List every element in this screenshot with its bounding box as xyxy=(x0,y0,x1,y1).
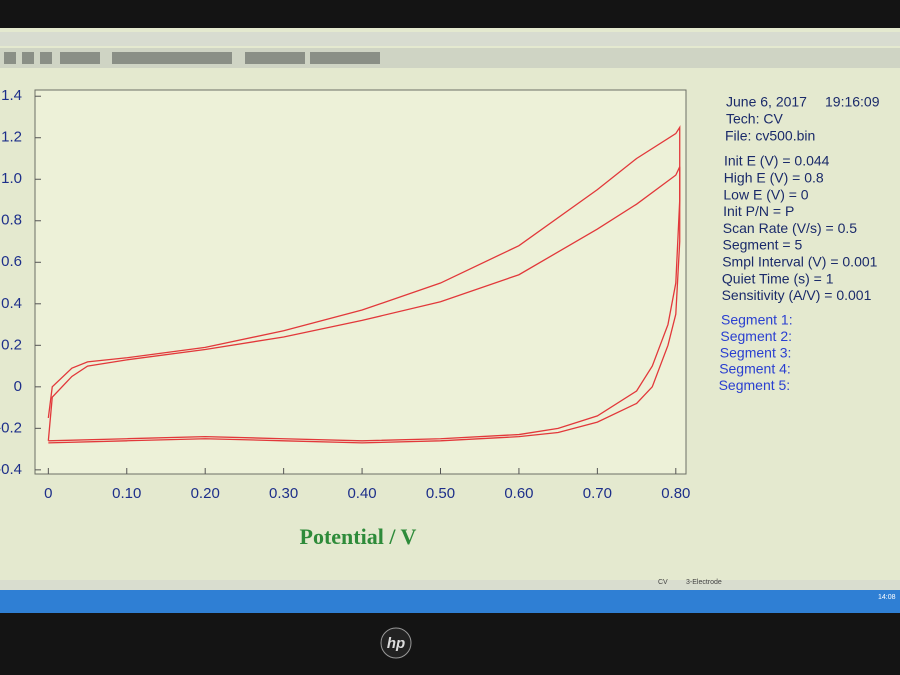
segment-label: Segment 5: xyxy=(719,377,791,393)
y-tick-label: 0.2 xyxy=(1,336,22,353)
tool-icon[interactable] xyxy=(112,52,232,64)
taskbar-clock: 14:08 xyxy=(878,594,896,601)
x-tick-label: 0.80 xyxy=(661,485,690,502)
cv-curve xyxy=(47,125,681,442)
logo-badge xyxy=(380,627,412,659)
info-tech: Tech: CV xyxy=(726,111,783,127)
x-tick-label: 0.20 xyxy=(191,485,220,502)
status-bar xyxy=(0,580,900,590)
x-tick-label: 0.10 xyxy=(112,485,141,502)
tool-icon[interactable] xyxy=(310,52,380,64)
x-tick-label: 0.50 xyxy=(426,485,455,502)
plot-frame xyxy=(34,89,687,475)
taskbar xyxy=(0,590,900,613)
info-param: Init P/N = P xyxy=(723,203,794,219)
info-param: Smpl Interval (V) = 0.001 xyxy=(722,254,877,270)
tool-icon[interactable] xyxy=(22,52,34,64)
y-tick-label: -0.4 xyxy=(0,461,22,478)
x-tick-label: 0.30 xyxy=(269,485,298,502)
x-tick-label: 0.70 xyxy=(583,485,612,502)
x-tick-label: 0 xyxy=(44,485,52,502)
cv-curve xyxy=(47,166,681,444)
tool-icon[interactable] xyxy=(40,52,52,64)
y-tick-label: 0.4 xyxy=(1,295,22,312)
segment-label: Segment 3: xyxy=(720,344,792,360)
toolbar-icons xyxy=(4,52,380,64)
info-file: File: cv500.bin xyxy=(725,128,815,144)
y-tick-label: 1.0 xyxy=(1,170,22,187)
info-param: Init E (V) = 0.044 xyxy=(724,153,830,169)
info-time: 19:16:09 xyxy=(825,94,880,110)
info-param: Sensitivity (A/V) = 0.001 xyxy=(722,287,872,303)
y-tick-label: 0.8 xyxy=(1,212,22,229)
info-param: High E (V) = 0.8 xyxy=(724,170,824,186)
segment-label: Segment 4: xyxy=(719,361,791,377)
info-param: Segment = 5 xyxy=(723,237,803,253)
info-date: June 6, 2017 xyxy=(726,94,807,110)
y-tick-label: 1.2 xyxy=(1,129,22,146)
x-tick-label: 0.60 xyxy=(504,485,533,502)
brand-logo: hp xyxy=(387,635,405,652)
segment-label: Segment 1: xyxy=(721,312,793,328)
status-electrode: 3-Electrode xyxy=(686,579,722,586)
info-param: Quiet Time (s) = 1 xyxy=(722,270,834,286)
tool-icon[interactable] xyxy=(4,52,16,64)
tool-icon[interactable] xyxy=(245,52,305,64)
x-axis-label: Potential / V xyxy=(300,524,417,549)
x-tick-label: 0.40 xyxy=(347,485,376,502)
y-tick-label: 1.4 xyxy=(1,87,22,104)
y-tick-label: -0.2 xyxy=(0,419,22,436)
menu-bar xyxy=(0,32,900,46)
status-mode: CV xyxy=(658,579,668,586)
segment-label: Segment 2: xyxy=(720,328,792,344)
y-tick-label: 0.6 xyxy=(1,253,22,270)
info-param: Scan Rate (V/s) = 0.5 xyxy=(723,220,857,236)
info-param: Low E (V) = 0 xyxy=(723,186,808,202)
tool-icon[interactable] xyxy=(60,52,100,64)
y-tick-label: 0 xyxy=(14,378,22,395)
